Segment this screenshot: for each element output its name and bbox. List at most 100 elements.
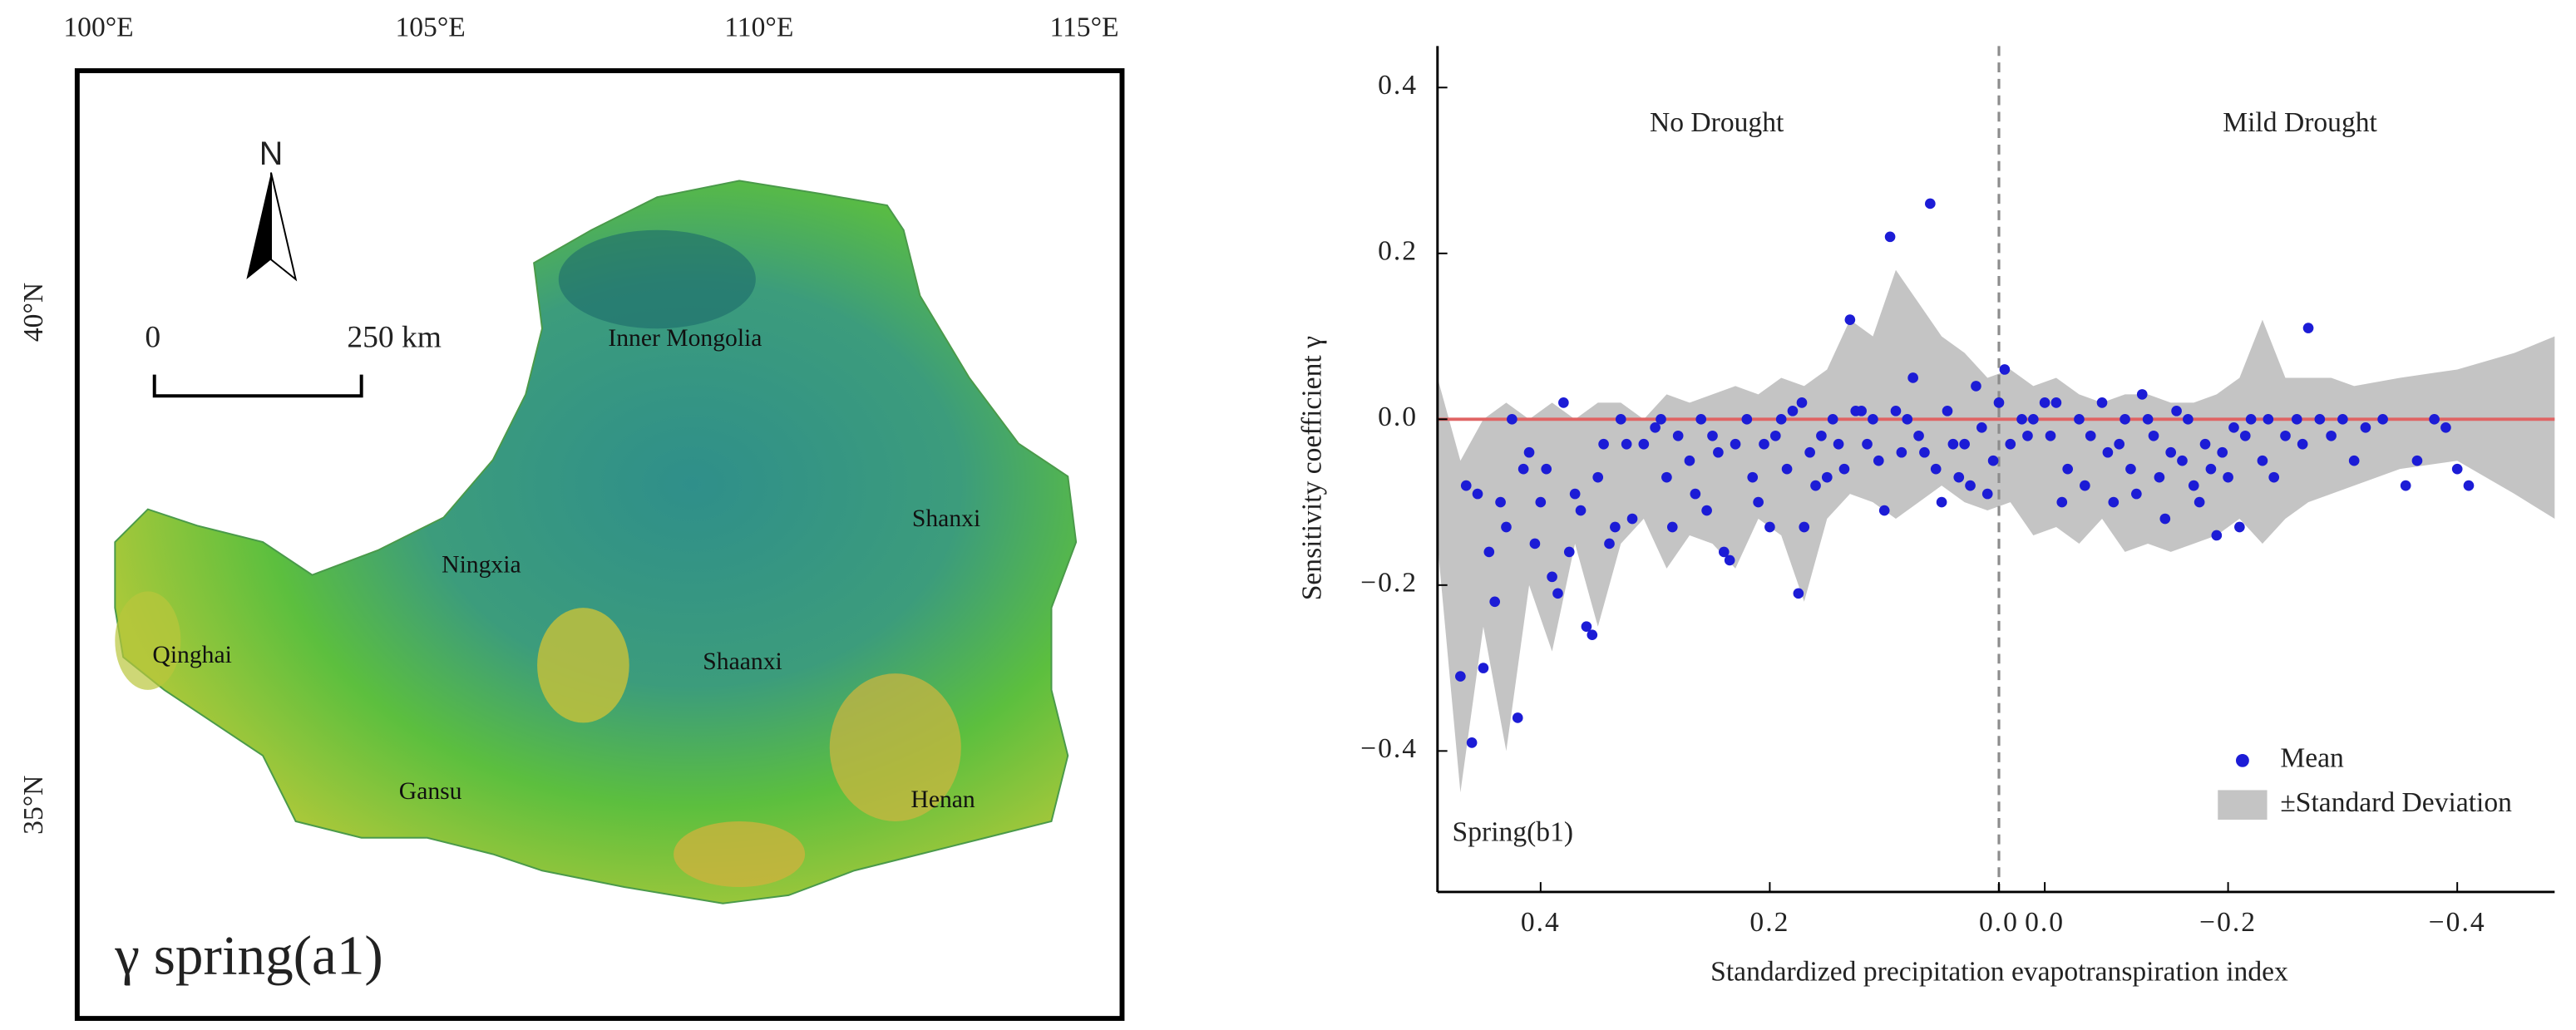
y-axis-label: Sensitivity coefficient γ [1296, 336, 1327, 600]
mean-point [1936, 496, 1947, 508]
mean-point [1787, 406, 1799, 416]
mean-point [1793, 588, 1804, 599]
mean-point [1724, 554, 1735, 566]
map-patch [537, 608, 629, 723]
mean-point [2096, 397, 2108, 408]
mean-point [1684, 455, 1695, 466]
lon-label: 115°E [1049, 12, 1118, 42]
mean-point [2302, 323, 2314, 333]
y-tick-label: 0.0 [1378, 402, 1418, 432]
mean-point [1896, 446, 1907, 458]
mean-point [1747, 471, 1759, 483]
mean-point [1650, 421, 1661, 433]
mean-point [2245, 414, 2257, 425]
mean-point [2177, 455, 2188, 466]
mean-point [2039, 397, 2050, 408]
region-label: Henan [910, 786, 975, 813]
mean-point [2171, 406, 2182, 416]
mean-point [2217, 446, 2228, 458]
mean-point [2016, 414, 2027, 425]
mean-point [1781, 463, 1793, 475]
mean-point [1592, 471, 1604, 483]
mean-point [2074, 414, 2085, 425]
mean-point [1856, 406, 1867, 416]
mean-point [1541, 463, 1552, 475]
mean-point [1965, 480, 1976, 491]
mean-point [1838, 463, 1850, 475]
mean-point [2120, 414, 2130, 425]
mean-point [1621, 438, 1632, 450]
scale-label: 250 km [347, 321, 442, 355]
x-axis-label: Standardized precipitation evapotranspir… [1710, 956, 2288, 987]
scale-label: 0 [145, 321, 160, 355]
mean-point [2131, 488, 2142, 500]
mean-point [1993, 397, 2005, 408]
mean-point [1947, 438, 1959, 450]
mean-point [2377, 414, 2388, 425]
x-tick-label: 0.0 [2025, 907, 2065, 938]
mean-point [2148, 430, 2159, 441]
mean-point [2228, 421, 2239, 433]
mean-point [2234, 521, 2245, 533]
mean-point [2429, 414, 2440, 425]
mean-point [1753, 496, 1764, 508]
mean-point [2028, 414, 2039, 425]
mean-point [2125, 463, 2136, 475]
mean-point [1959, 438, 1970, 450]
mean-point [2056, 496, 2068, 508]
y-tick-label: 0.2 [1378, 236, 1418, 267]
lat-label: 35°N [18, 776, 49, 835]
mean-point [2102, 446, 2114, 458]
x-tick-label: 0.4 [1521, 907, 1561, 938]
mean-point [1581, 621, 1592, 633]
mean-point [1547, 571, 1557, 583]
mean-point [2142, 414, 2154, 425]
mean-point [1638, 438, 1650, 450]
mean-point [2257, 455, 2268, 466]
mean-point [1769, 430, 1781, 441]
mean-point [1563, 546, 1575, 558]
mean-point [2108, 496, 2120, 508]
scale-bar [152, 374, 363, 398]
mean-point [1890, 406, 1902, 416]
region-label: Ningxia [442, 552, 521, 579]
mean-point [1472, 488, 1483, 500]
mean-point [1913, 430, 1924, 441]
mean-point [1690, 488, 1701, 500]
mean-point [2463, 480, 2475, 491]
mean-point [2154, 471, 2165, 483]
mean-point [2268, 471, 2280, 483]
mean-point [2159, 513, 2171, 525]
mean-point [2400, 480, 2411, 491]
mean-point [1804, 446, 1815, 458]
mean-point [2114, 438, 2125, 450]
mean-point [1730, 438, 1741, 450]
mean-point [2211, 530, 2223, 541]
mean-point [1930, 463, 1942, 475]
mean-point [2062, 463, 2074, 475]
mean-point [1558, 397, 1569, 408]
mean-point [2440, 421, 2451, 433]
mean-point [1999, 364, 2011, 375]
map-patch [829, 673, 961, 821]
mean-point [2348, 455, 2360, 466]
mean-point [1796, 397, 1808, 408]
mean-point [2080, 480, 2090, 491]
mean-point [2280, 430, 2291, 441]
mean-point [2136, 389, 2148, 400]
mean-point [1981, 488, 1993, 500]
x-tick-label: 0.0 [1979, 907, 2019, 938]
mean-point [1919, 446, 1930, 458]
mean-point [1713, 446, 1724, 458]
mean-point [2050, 397, 2062, 408]
mean-point [2005, 438, 2016, 450]
mean-point [1707, 430, 1718, 441]
mean-point [1535, 496, 1547, 508]
mean-point [1661, 471, 1672, 483]
lon-label: 110°E [724, 12, 793, 42]
mean-point [1672, 430, 1684, 441]
mean-point [2165, 446, 2177, 458]
x-tick-label: −0.2 [2199, 907, 2257, 938]
mean-point [1987, 455, 1999, 466]
